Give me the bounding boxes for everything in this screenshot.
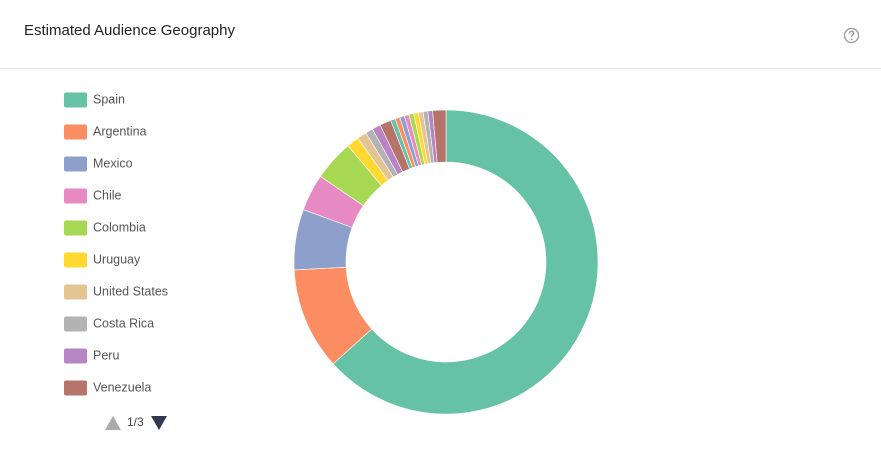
legend-page: 1/3 [127,415,144,429]
legend-label[interactable]: United States [93,284,168,298]
legend-label[interactable]: Argentina [93,124,147,138]
legend-swatch[interactable] [64,316,87,332]
legend-swatch[interactable] [64,156,87,172]
header-divider [0,68,881,69]
page-up[interactable] [105,416,121,430]
donut-slice[interactable] [332,109,599,415]
legend-swatch[interactable] [64,220,87,236]
card-title: Estimated Audience Geography [24,22,235,39]
legend-swatch[interactable] [64,380,87,396]
legend-label[interactable]: Chile [93,188,122,202]
legend-label[interactable]: Spain [93,92,125,106]
help-icon[interactable] [843,27,860,44]
legend-label[interactable]: Peru [93,348,119,362]
legend-swatch[interactable] [64,252,87,268]
legend-swatch[interactable] [64,92,87,108]
legend-label[interactable]: Costa Rica [93,316,154,330]
legend-label[interactable]: Mexico [93,156,133,170]
legend-swatch[interactable] [64,284,87,300]
donut-slice[interactable] [432,109,447,163]
legend-swatch[interactable] [64,348,87,364]
legend-label[interactable]: Venezuela [93,380,151,394]
legend-swatch[interactable] [64,188,87,204]
legend-label[interactable]: Colombia [93,220,146,234]
page-down[interactable] [151,416,167,430]
legend-label[interactable]: Uruguay [93,252,141,266]
legend-swatch[interactable] [64,124,87,140]
